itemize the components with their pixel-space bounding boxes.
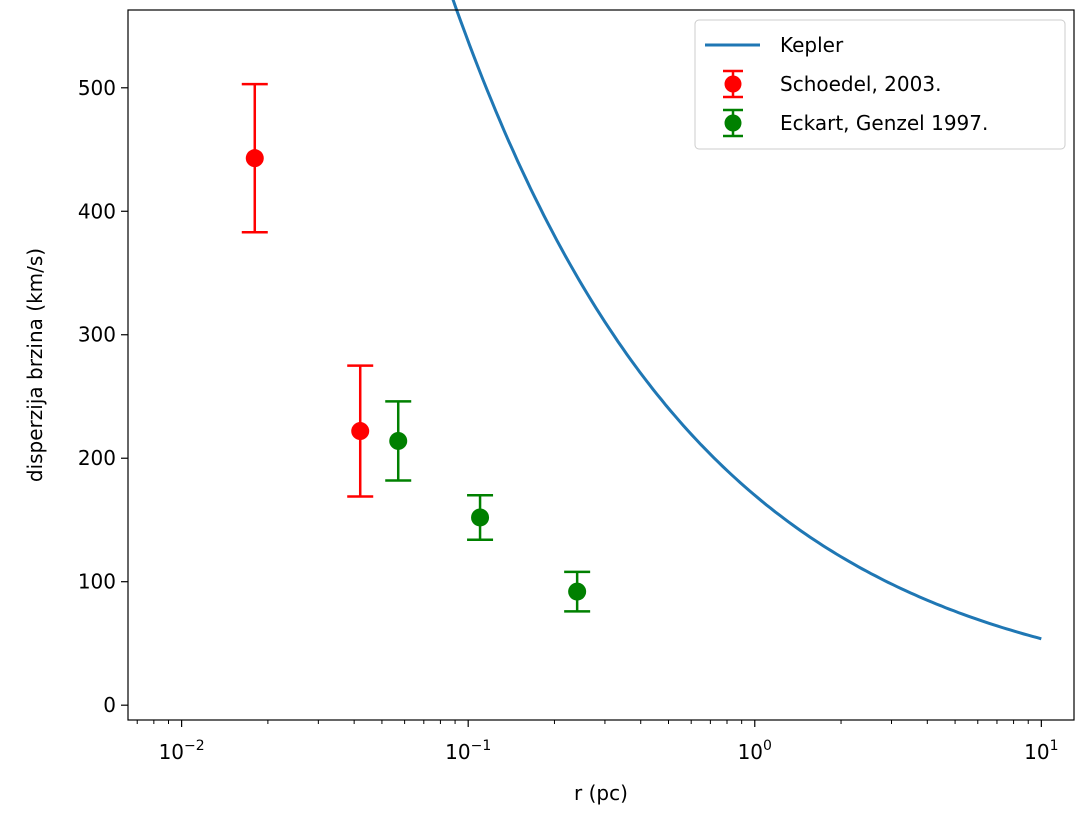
y-tick-label: 400 bbox=[78, 199, 116, 223]
errorbar-point bbox=[385, 400, 412, 482]
errorbar-point bbox=[347, 364, 374, 498]
legend-label-kepler: Kepler bbox=[780, 33, 844, 57]
errorbar-point bbox=[564, 570, 591, 613]
data-point bbox=[245, 149, 264, 168]
x-tick-label: 100 bbox=[738, 738, 772, 764]
x-axis: 10−2 10−1 100 101 bbox=[136, 720, 1059, 764]
x-tick-label: 10−2 bbox=[159, 738, 205, 764]
legend-eckart-swatch bbox=[723, 108, 743, 138]
y-tick-label: 200 bbox=[78, 446, 116, 470]
legend-label-eckart: Eckart, Genzel 1997. bbox=[780, 111, 988, 135]
y-tick-label: 100 bbox=[78, 570, 116, 594]
y-tick-label: 0 bbox=[103, 693, 116, 717]
kepler-line bbox=[451, 0, 1042, 641]
data-point bbox=[351, 422, 370, 441]
data-point bbox=[471, 508, 490, 527]
legend-frame bbox=[694, 19, 1066, 150]
y-tick-label: 500 bbox=[78, 76, 116, 100]
errorbar-point bbox=[241, 82, 268, 234]
data-point bbox=[389, 431, 408, 450]
x-tick-label: 10−1 bbox=[445, 738, 491, 764]
plot-area bbox=[241, 0, 1042, 641]
errorbar-point bbox=[467, 494, 494, 541]
x-axis-label: r (pc) bbox=[574, 781, 628, 805]
y-tick-label: 300 bbox=[78, 323, 116, 347]
legend: Kepler Schoedel, 2003. Eckart, Genzel 19… bbox=[694, 19, 1066, 150]
x-tick-label: 101 bbox=[1024, 738, 1058, 764]
legend-schoedel-swatch bbox=[723, 69, 743, 99]
y-axis-label: disperzija brzina (km/s) bbox=[23, 248, 47, 482]
data-point bbox=[568, 582, 587, 601]
legend-label-schoedel: Schoedel, 2003. bbox=[780, 72, 941, 96]
axes-frame bbox=[127, 9, 1075, 721]
y-axis: 0 100 200 300 400 500 bbox=[78, 76, 128, 717]
